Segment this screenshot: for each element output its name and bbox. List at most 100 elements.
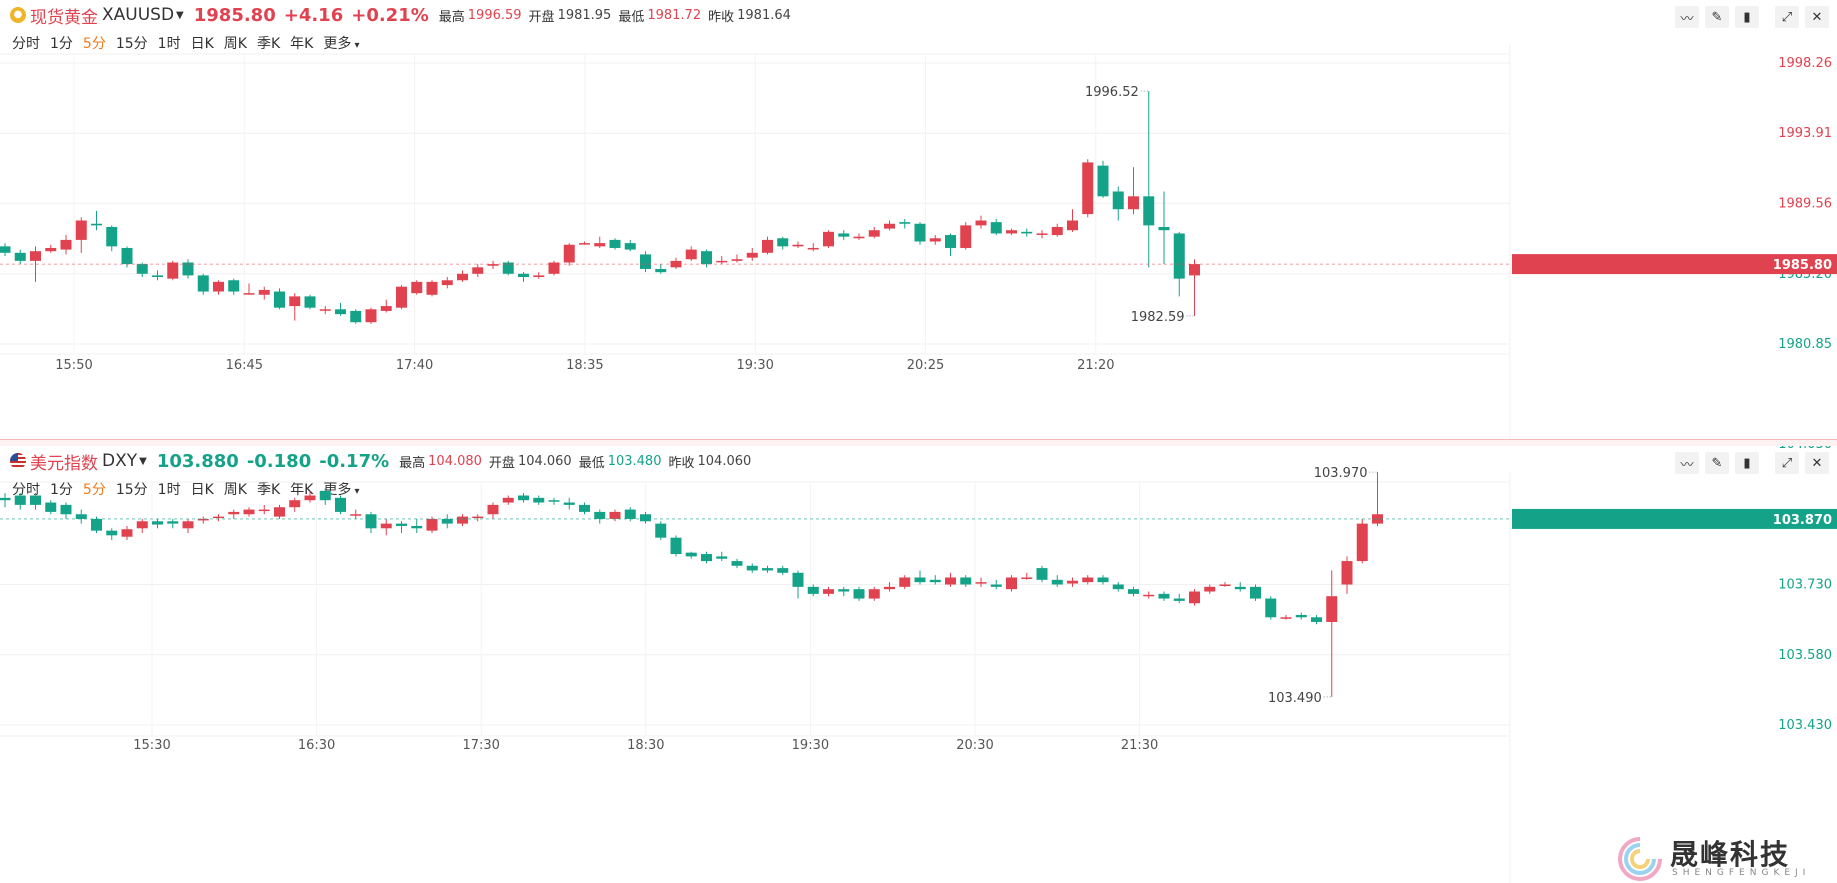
max-price-label: 103.970 — [1314, 466, 1368, 481]
candle-body — [655, 268, 667, 273]
y-tick-label: 103.730 — [1778, 578, 1832, 593]
candle-body — [1158, 593, 1170, 599]
candle-body — [1128, 196, 1139, 210]
chart-toolbar: 〰 ✎ ▮ ⤢ ✕ — [1669, 452, 1829, 474]
candle-body — [487, 504, 499, 515]
candle-body — [396, 523, 407, 526]
candle-body — [975, 582, 987, 584]
candle-body — [182, 521, 194, 529]
draw-icon[interactable]: ✎ — [1705, 6, 1729, 28]
candle-body — [1006, 230, 1017, 234]
tab-timeframe[interactable]: 15分 — [115, 482, 148, 498]
tab-timeframe[interactable]: 年K — [290, 482, 314, 498]
tab-timeframe[interactable]: 1分 — [50, 482, 73, 498]
gold-candlestick-chart[interactable]: 15:50 16:45 17:40 18:35 19:30 20:25 21:20 1998.… — [0, 0, 1837, 439]
candle-body — [457, 516, 468, 524]
tab-timeframe[interactable]: 季K — [256, 36, 281, 52]
candle-body — [960, 225, 972, 248]
candle-body — [899, 222, 911, 224]
x-tick-label: 18:30 — [627, 738, 664, 753]
candle-body — [380, 523, 392, 529]
tab-timeframe[interactable]: 1时 — [157, 36, 181, 52]
instrument-code[interactable]: DXY — [102, 451, 138, 471]
tab-timeframe[interactable]: 周K — [223, 482, 247, 498]
candle-body — [197, 518, 209, 521]
line-chart-icon[interactable]: 〰 — [1675, 6, 1699, 28]
chevron-down-icon[interactable]: ▼ — [139, 455, 147, 467]
candle-icon[interactable]: ▮ — [1735, 452, 1759, 474]
high-label: 最高 — [438, 9, 465, 25]
instrument-name[interactable]: 美元指数 — [30, 453, 98, 474]
prev-close-value: 1981.64 — [737, 7, 791, 23]
candle-body — [1067, 580, 1078, 584]
panel-divider[interactable] — [0, 439, 1837, 446]
min-price-label: 103.490 — [1268, 691, 1322, 706]
candle-body — [655, 523, 667, 538]
candle-body — [1036, 568, 1048, 580]
timeframe-bar: 分时 1分 5分 15分 1时 日K 周K 季K 年K 更多 — [12, 33, 370, 53]
tab-timeframe[interactable]: 年K — [290, 36, 314, 52]
tab-timeframe-active[interactable]: 5分 — [82, 482, 106, 498]
candle-body — [1128, 589, 1139, 594]
tab-timeframe[interactable]: 分时 — [12, 36, 40, 52]
low-label: 最低 — [618, 9, 645, 25]
candle-body — [1204, 586, 1216, 592]
line-chart-icon[interactable]: 〰 — [1675, 452, 1699, 474]
high-value: 1996.59 — [467, 7, 522, 23]
tab-timeframe[interactable]: 15分 — [115, 36, 148, 52]
candle-body — [518, 495, 529, 501]
gold-header: ● 现货黄金 XAUUSD ▼ 1985.80 +4.16 +0.21% 最高 … — [10, 4, 796, 28]
last-price-tag-label: 103.870 — [1773, 513, 1832, 528]
close-icon[interactable]: ✕ — [1805, 6, 1829, 28]
expand-icon[interactable]: ⤢ — [1775, 452, 1799, 474]
close-icon[interactable]: ✕ — [1805, 452, 1829, 474]
candle-body — [167, 521, 179, 524]
candle-body — [213, 281, 224, 292]
candle-body — [426, 518, 438, 531]
candle-body — [518, 273, 529, 278]
instrument-code[interactable]: XAUUSD — [102, 5, 175, 25]
candle-body — [106, 226, 118, 247]
candle-body — [182, 262, 194, 276]
candle-body — [258, 509, 270, 512]
tab-timeframe[interactable]: 日K — [190, 482, 214, 498]
candle-body — [396, 286, 407, 308]
tab-timeframe[interactable]: 分时 — [12, 482, 40, 498]
chevron-down-icon[interactable]: ▼ — [176, 9, 184, 21]
candle-body — [609, 239, 621, 248]
candle-body — [533, 275, 545, 278]
dxy-candlestick-chart[interactable]: 15:30 16:30 17:30 18:30 19:30 20:30 21:30 104.0… — [0, 446, 1837, 883]
candle-body — [762, 239, 773, 253]
candle-body — [1173, 233, 1185, 279]
expand-icon[interactable]: ⤢ — [1775, 6, 1799, 28]
draw-icon[interactable]: ✎ — [1705, 452, 1729, 474]
tab-timeframe[interactable]: 季K — [256, 482, 281, 498]
candle-body — [884, 586, 895, 590]
tab-timeframe-active[interactable]: 5分 — [82, 36, 106, 52]
candle-body — [594, 511, 606, 519]
tab-timeframe[interactable]: 1分 — [50, 36, 73, 52]
y-tick-label: 1998.26 — [1778, 56, 1832, 71]
x-tick-label: 20:30 — [956, 738, 993, 753]
candle-body — [1280, 617, 1292, 619]
candle-body — [884, 223, 895, 229]
tab-timeframe[interactable]: 周K — [223, 36, 247, 52]
candle-body — [365, 514, 377, 529]
candle-body — [411, 525, 423, 529]
candle-body — [472, 267, 484, 274]
candle-icon[interactable]: ▮ — [1735, 6, 1759, 28]
last-price-tag-label: 1985.80 — [1773, 258, 1832, 273]
candle-body — [441, 518, 453, 524]
candle-body — [502, 262, 514, 274]
tab-timeframe[interactable]: 1时 — [157, 482, 181, 498]
candle-body — [304, 296, 316, 308]
candle-body — [121, 529, 133, 537]
us-flag-icon — [10, 453, 26, 469]
instrument-name[interactable]: 现货黄金 — [30, 7, 98, 28]
candle-body — [563, 244, 575, 263]
low-value: 103.480 — [607, 453, 662, 469]
candle-body — [197, 275, 209, 292]
more-timeframes-dropdown[interactable]: 更多 — [323, 33, 359, 53]
tab-timeframe[interactable]: 日K — [190, 36, 214, 52]
candle-body — [1189, 264, 1200, 276]
